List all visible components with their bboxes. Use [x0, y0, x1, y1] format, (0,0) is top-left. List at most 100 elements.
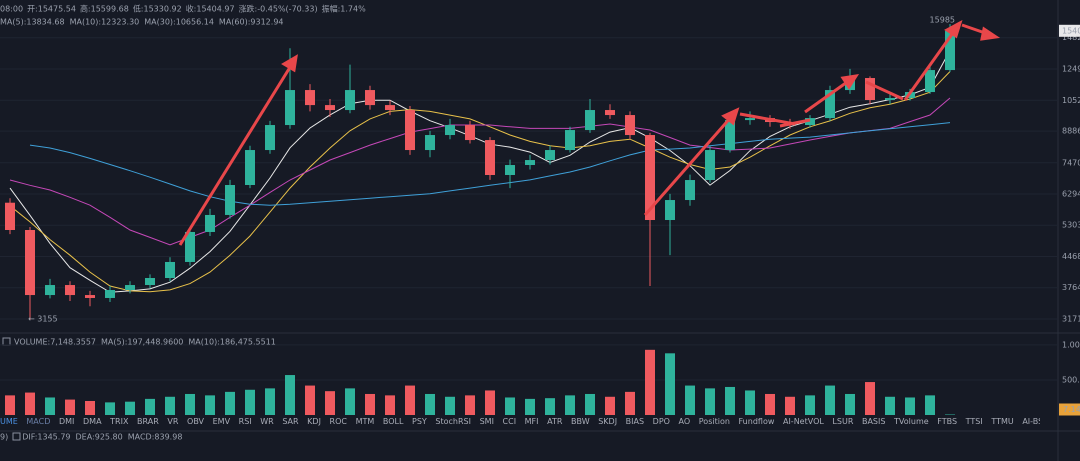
candle [305, 84, 315, 112]
candle-body [445, 125, 455, 136]
indicator-tab[interactable]: DMA [83, 417, 102, 426]
ma-legend: MA(5):13834.68 [0, 18, 65, 27]
volume-bar [625, 391, 635, 415]
candle [745, 111, 755, 125]
indicator-tab[interactable]: TTMU [991, 417, 1014, 426]
indicator-tab[interactable]: BIAS [625, 417, 645, 426]
candle-body [225, 185, 235, 215]
indicator-tab[interactable]: TRIX [110, 417, 129, 426]
candle-body [265, 125, 275, 151]
indicator-tab[interactable]: CCI [502, 417, 517, 426]
volume-bar [525, 398, 535, 415]
volume-bar [565, 395, 575, 415]
indicator-tab[interactable]: VR [167, 417, 179, 426]
candle-body [65, 285, 75, 296]
candle-body [345, 90, 355, 111]
candle-body [245, 150, 255, 186]
indicator-tab[interactable]: EMV [212, 417, 231, 426]
candle-body [605, 110, 615, 116]
indicator-tab[interactable]: PSY [412, 417, 427, 426]
indicator-tab[interactable]: MFI [524, 417, 539, 426]
indicator-tab[interactable]: RSI [238, 417, 252, 426]
candle [225, 179, 235, 219]
indicator-tab[interactable]: BASIS [861, 417, 886, 426]
indicator-tab[interactable]: ATR [547, 417, 563, 426]
indicator-tab[interactable]: SKDJ [598, 417, 618, 426]
candle-body [105, 290, 115, 298]
candle-body [885, 98, 895, 101]
ma-line [9, 71, 951, 293]
volume-bar [365, 393, 375, 415]
candle [205, 208, 215, 236]
y-tick-label: 5303 [1062, 221, 1080, 230]
volume-bar [665, 353, 675, 415]
indicator-tab[interactable]: FTBS [937, 417, 958, 426]
volume-ma-legend: MA(5):197,448.9600 [101, 338, 183, 347]
candle [585, 98, 595, 133]
candle-body [525, 160, 535, 166]
volume-bar [485, 390, 495, 415]
indicator-tab[interactable]: DPO [652, 417, 670, 426]
indicator-tab[interactable]: SAR [282, 417, 299, 426]
candle-body [685, 180, 695, 201]
arrow-head [944, 19, 963, 39]
indicator-tab[interactable]: LSUR [832, 417, 854, 426]
candle [85, 290, 95, 307]
candle-body [565, 130, 575, 151]
indicator-tab[interactable]: OBV [187, 417, 205, 426]
candle [865, 76, 875, 105]
candle-body [465, 125, 475, 141]
volume-bar [85, 400, 95, 415]
indicator-tab[interactable]: Fundflow [738, 417, 775, 426]
candle [465, 120, 475, 144]
indicator-tab[interactable]: TVolume [894, 417, 929, 426]
indicator-tab[interactable]: WR [260, 417, 274, 426]
last-volume-label: 7.14 [1063, 405, 1080, 414]
y-tick-label: 500. [1062, 375, 1080, 384]
indicator-tab[interactable]: KDJ [307, 417, 321, 426]
candle [525, 154, 535, 170]
candle-body [205, 214, 215, 232]
candle [425, 130, 435, 158]
candle [705, 145, 715, 183]
arrow-head [721, 107, 740, 126]
ohlc-item: 开:15475.54 [27, 5, 76, 14]
candle-body [145, 278, 155, 286]
ma-line [29, 122, 951, 206]
indicator-tab[interactable]: Position [698, 417, 730, 426]
indicator-tab[interactable]: AO [678, 417, 691, 426]
indicator-tab[interactable]: UME [0, 417, 18, 426]
candle-body [665, 200, 675, 221]
candle [25, 227, 35, 320]
candle-body [825, 90, 835, 119]
volume-bar [185, 393, 195, 415]
indicator-tab[interactable]: BOLL [382, 417, 404, 426]
volume-bar [505, 397, 515, 415]
indicator-tab[interactable]: StochRSI [435, 417, 471, 426]
candle-body [505, 165, 515, 175]
indicator-tab[interactable]: MACD [26, 417, 51, 426]
candle-body [325, 105, 335, 111]
indicator-tab[interactable]: DMI [58, 417, 75, 426]
indicator-tab[interactable]: MTM [355, 417, 375, 426]
candle-body [185, 231, 195, 262]
ma-legend: MA(60):9312.94 [219, 18, 284, 27]
candle [145, 274, 155, 289]
macd-label: 9) [0, 433, 8, 442]
indicator-tab[interactable]: ROC [329, 417, 347, 426]
indicator-tab[interactable]: AI-NetVOL [782, 417, 824, 426]
indicator-tab[interactable]: SMI [479, 417, 494, 426]
arrow-head [281, 54, 298, 73]
volume-bar [885, 396, 895, 415]
y-tick-label: 1.00 [1062, 340, 1080, 349]
arrow-head [840, 74, 860, 90]
ohlc-item: 振幅:1.74% [322, 4, 367, 14]
volume-bar [845, 393, 855, 415]
indicator-tab[interactable]: AI-BSI [1022, 417, 1040, 426]
indicator-tab[interactable]: BRAR [137, 417, 159, 426]
volume-bar [765, 393, 775, 415]
indicator-tab[interactable]: TTSI [965, 417, 983, 426]
volume-bar [165, 396, 175, 415]
indicator-tab[interactable]: BBW [571, 417, 590, 426]
